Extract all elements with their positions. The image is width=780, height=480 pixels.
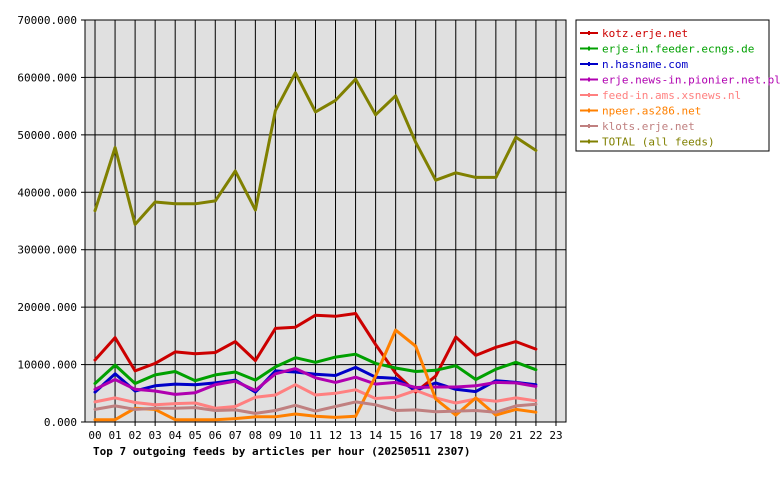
legend-label: feed-in.ams.xsnews.nl	[602, 89, 741, 102]
x-tick-label: 23	[549, 429, 562, 442]
x-tick-label: 06	[209, 429, 222, 442]
x-tick-label: 21	[509, 429, 522, 442]
y-tick-label: 40000.000	[17, 186, 77, 199]
legend: kotz.erje.net erje-in.feeder.ecngs.de n.ha…	[576, 20, 780, 151]
y-tick-label: 10000.000	[17, 359, 77, 372]
y-axis-ticks: 0.000 10000.000 20000.000 30000.000 40000.00…	[17, 14, 85, 429]
y-tick-label: 30000.000	[17, 244, 77, 257]
x-tick-label: 12	[329, 429, 342, 442]
x-axis-ticks: 00 01 02 03 04 05 06 07 08 09 10 11 12 13 14 15 16 17 18 19…	[88, 422, 562, 442]
x-tick-label: 16	[409, 429, 422, 442]
y-tick-label: 50000.000	[17, 129, 77, 142]
y-tick-label: 0.000	[44, 416, 77, 429]
legend-label: klots.erje.net	[602, 120, 695, 133]
x-tick-label: 15	[389, 429, 402, 442]
x-tick-label: 14	[369, 429, 383, 442]
legend-label: erje.news-in.pionier.net.pl	[602, 74, 780, 87]
y-tick-label: 20000.000	[17, 301, 77, 314]
x-tick-label: 01	[108, 429, 121, 442]
x-tick-label: 18	[449, 429, 462, 442]
y-tick-label: 60000.000	[17, 71, 77, 84]
x-tick-label: 11	[309, 429, 322, 442]
x-tick-label: 07	[229, 429, 242, 442]
x-tick-label: 17	[429, 429, 442, 442]
x-tick-label: 00	[88, 429, 101, 442]
x-tick-label: 04	[169, 429, 183, 442]
x-tick-label: 08	[249, 429, 262, 442]
legend-label: n.hasname.com	[602, 58, 688, 71]
x-tick-label: 20	[489, 429, 502, 442]
x-tick-label: 13	[349, 429, 362, 442]
x-tick-label: 09	[269, 429, 282, 442]
x-tick-label: 10	[289, 429, 302, 442]
legend-label: erje-in.feeder.ecngs.de	[602, 43, 754, 56]
x-tick-label: 02	[128, 429, 141, 442]
x-tick-label: 22	[529, 429, 542, 442]
x-tick-label: 19	[469, 429, 482, 442]
y-tick-label: 70000.000	[17, 14, 77, 27]
legend-label: TOTAL (all feeds)	[602, 136, 715, 149]
x-tick-label: 05	[189, 429, 202, 442]
legend-label: kotz.erje.net	[602, 27, 688, 40]
legend-label: npeer.as286.net	[602, 105, 701, 118]
x-tick-label: 03	[149, 429, 162, 442]
chart-title: Top 7 outgoing feeds by articles per hou…	[93, 445, 471, 458]
